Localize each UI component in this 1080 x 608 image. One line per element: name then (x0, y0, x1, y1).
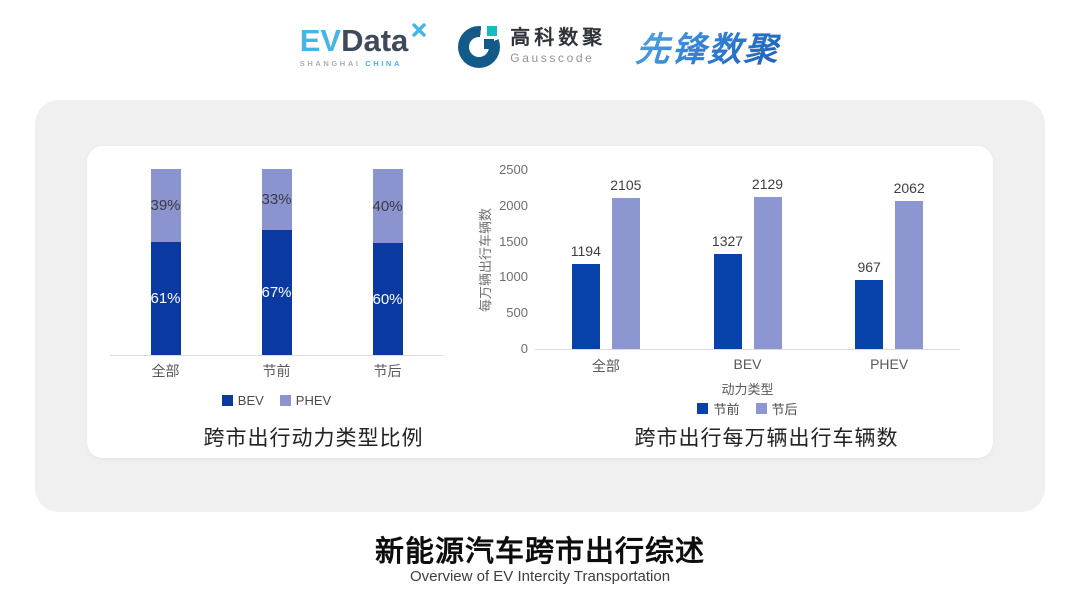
legend-swatch (279, 395, 291, 406)
bar-segment: 39% (150, 169, 181, 242)
legend-label: PHEV (295, 393, 332, 408)
bar-value-label: 1327 (711, 232, 744, 249)
legend-item: BEV (221, 393, 264, 408)
evdata-subtext: SHANGHAI CHINA (300, 59, 429, 68)
grouped-bar-chart: 0 500 1000 1500 2000 2500 每万辆出行车辆数 1194 2105 全部 13… (87, 146, 993, 458)
gausscode-g-icon (458, 25, 501, 68)
legend-swatch (755, 403, 767, 414)
evdata-data-text: Data (341, 23, 409, 58)
page-title: 新能源汽车跨市出行综述 (374, 536, 705, 568)
category-label: BEV (733, 356, 762, 372)
bar-segment: 60% (372, 243, 403, 355)
bar-segment: 33% (261, 169, 292, 231)
y-tick-label: 0 (520, 341, 528, 356)
y-axis-label: 每万辆出行车辆数 (478, 207, 493, 312)
evdata-ev-text: EV (299, 23, 342, 58)
category-label: PHEV (870, 356, 909, 372)
left-chart-caption: 跨市出行动力类型比例 (203, 427, 424, 450)
legend-item: PHEV (279, 393, 332, 408)
evdata-wordmark: EV Data (299, 23, 429, 58)
x-axis-line (110, 355, 443, 356)
evdata-logo: EV Data SHANGHAI CHINA (299, 23, 429, 68)
report-card: 61% 39% 全部 67% 33% 节前 60% 40% 节后 BEV PHEV 0 500 1000… (35, 100, 1045, 512)
gausscode-dark-square (484, 38, 495, 49)
legend-label: 节后 (771, 402, 798, 417)
bar-value-label: 2105 (610, 177, 642, 194)
legend: BEV PHEV (110, 393, 443, 408)
y-tick-label: 500 (506, 305, 528, 321)
category-label: 全部 (151, 363, 180, 379)
y-tick-label: 2500 (499, 162, 528, 177)
legend-item: 节后 (755, 399, 798, 418)
bar (895, 201, 924, 349)
evdata-shanghai-text: SHANGHAI (299, 59, 361, 68)
y-tick-label: 2000 (499, 197, 528, 213)
bar-value-label: 2129 (751, 175, 784, 192)
gausscode-logo: 高科数聚 Gausscode (458, 25, 606, 68)
bar (713, 253, 742, 349)
right-chart-caption: 跨市出行每万辆出行车辆数 (634, 427, 899, 450)
gausscode-en-text: Gausscode (510, 51, 595, 66)
legend-label: 节前 (713, 402, 740, 417)
pioneer-logo: 先锋数聚 (635, 22, 782, 71)
bar-value-label: 1194 (570, 242, 601, 259)
x-axis-label: 动力类型 (721, 382, 774, 397)
bar (611, 198, 640, 349)
logo-bar: EV Data SHANGHAI CHINA 高科数 (0, 22, 1080, 71)
legend: 节前 节后 (535, 399, 960, 418)
charts-panel: 61% 39% 全部 67% 33% 节前 60% 40% 节后 BEV PHEV 0 500 1000… (87, 146, 993, 458)
bar-value-label: 967 (857, 258, 881, 275)
bar (753, 196, 782, 349)
bar-value-label: 2062 (893, 180, 925, 197)
category-label: 全部 (591, 358, 620, 374)
x-axis-line (535, 349, 960, 350)
y-tick-label: 1500 (499, 233, 528, 249)
evdata-china-text: CHINA (365, 59, 402, 68)
category-label: 节前 (262, 363, 291, 379)
legend-swatch (697, 403, 709, 414)
bar-segment: 67% (261, 230, 292, 355)
legend-swatch (221, 395, 233, 406)
evdata-spark-icon (410, 21, 428, 43)
legend-item: 节前 (697, 399, 740, 418)
bar-segment: 40% (372, 169, 403, 244)
page-subtitle: Overview of EV Intercity Transportation (409, 568, 671, 585)
bar (571, 263, 600, 349)
gausscode-cn-text: 高科数聚 (510, 27, 607, 50)
legend-label: BEV (237, 393, 264, 408)
gausscode-wordmark: 高科数聚 Gausscode (510, 27, 606, 66)
bar-segment: 61% (150, 241, 181, 355)
bar (855, 279, 884, 349)
y-tick-label: 1000 (499, 269, 528, 285)
gausscode-teal-square (487, 25, 498, 36)
stacked-bar-chart: 61% 39% 全部 67% 33% 节前 60% 40% 节后 BEV PHEV (87, 146, 993, 458)
category-label: 节后 (373, 363, 402, 379)
